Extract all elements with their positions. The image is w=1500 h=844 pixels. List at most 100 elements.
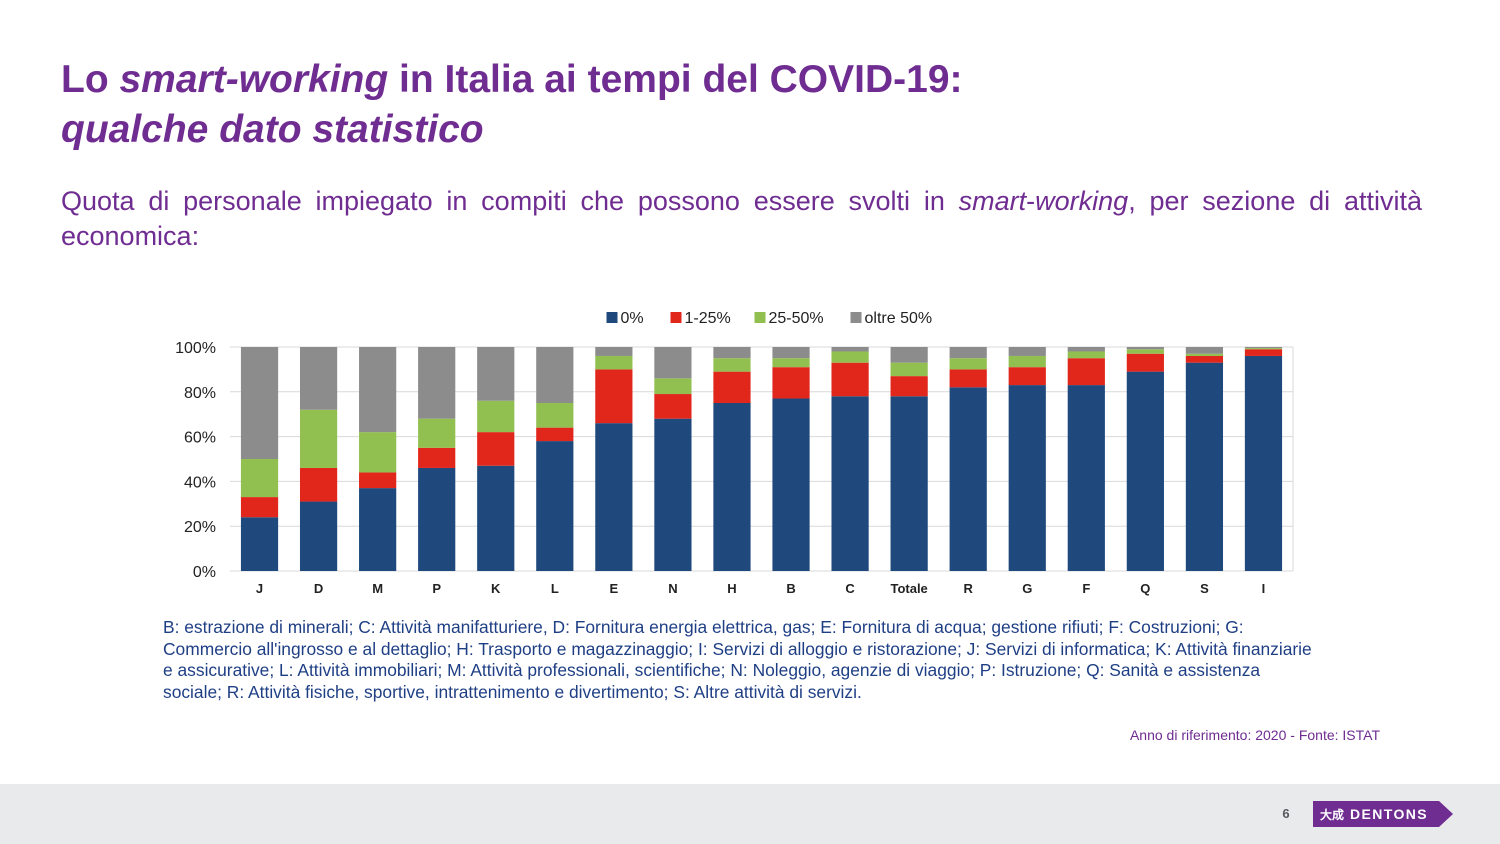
chart-grid bbox=[230, 346, 1294, 572]
bar-segment bbox=[359, 472, 397, 489]
bar-segment bbox=[772, 347, 810, 359]
bar-segment bbox=[536, 403, 574, 428]
bar-segment bbox=[477, 432, 515, 466]
bar-segment bbox=[477, 465, 515, 571]
subtitle-italic-1: smart bbox=[958, 186, 1027, 216]
bar-segment bbox=[1126, 371, 1164, 571]
x-tick-label: Totale bbox=[890, 581, 927, 596]
bar-segment bbox=[299, 501, 338, 571]
bar-segment bbox=[949, 347, 987, 359]
bar-segment bbox=[1244, 347, 1283, 349]
x-tick-label: L bbox=[551, 581, 559, 596]
bar-segment bbox=[1185, 355, 1224, 363]
bar-segment bbox=[831, 351, 869, 363]
bar-segment bbox=[1067, 347, 1105, 352]
x-tick-label: P bbox=[432, 581, 441, 596]
bar-segment bbox=[595, 355, 633, 370]
x-tick-label: C bbox=[845, 581, 855, 596]
legend-swatch bbox=[754, 312, 766, 323]
dentons-logo-icon bbox=[1313, 801, 1453, 827]
x-tick-label: Q bbox=[1140, 581, 1150, 596]
bar-segment bbox=[772, 398, 810, 571]
bar-segment bbox=[477, 347, 515, 401]
bar-segment bbox=[1008, 367, 1046, 386]
bar-stack-L bbox=[536, 347, 574, 571]
bar-stack-R bbox=[949, 347, 987, 571]
bar-segment bbox=[1067, 358, 1105, 386]
logo-mark: 大成 bbox=[1320, 808, 1345, 822]
bar-segment bbox=[1185, 362, 1224, 571]
title-line-2-text: qualche dato statistico bbox=[61, 108, 484, 151]
legend-label: oltre 50% bbox=[865, 310, 933, 327]
bar-segment bbox=[713, 358, 751, 372]
x-tick-label: D bbox=[314, 581, 323, 596]
bar-segment bbox=[654, 394, 692, 419]
bar-segment bbox=[299, 347, 338, 410]
title-italic: smart-working bbox=[119, 58, 389, 101]
bar-segment bbox=[949, 369, 987, 388]
slide-subtitle: Quota di personale impiegato in compiti … bbox=[61, 184, 1422, 254]
bar-segment bbox=[1008, 355, 1046, 368]
legend-swatch bbox=[670, 312, 682, 323]
bar-segment bbox=[359, 347, 397, 433]
title-suffix: in Italia ai tempi del COVID-19: bbox=[388, 58, 963, 101]
x-tick-label: B bbox=[786, 581, 795, 596]
bar-segment bbox=[1126, 347, 1164, 350]
bar-stack-J bbox=[240, 347, 279, 571]
bar-segment bbox=[1185, 353, 1224, 356]
legend-swatch bbox=[606, 312, 618, 323]
bar-stack-C bbox=[831, 347, 869, 571]
x-tick-label: I bbox=[1262, 581, 1266, 596]
bar-segment bbox=[890, 396, 928, 571]
bar-stack-E bbox=[595, 347, 633, 571]
x-tick-label: J bbox=[256, 581, 263, 596]
bar-stack-M bbox=[359, 347, 397, 571]
bar-stack-Totale bbox=[890, 347, 928, 571]
subtitle-prefix: Quota di personale impiegato in compiti … bbox=[61, 186, 959, 216]
bar-segment bbox=[240, 347, 279, 459]
chart-legend: 0% 1-25% 25-50% oltre 50% bbox=[606, 310, 933, 327]
footer-bar bbox=[0, 784, 1500, 844]
x-tick-label: E bbox=[610, 581, 619, 596]
bar-stack-I bbox=[1244, 347, 1283, 571]
x-tick-label: H bbox=[727, 581, 736, 596]
legend-item: oltre 50% bbox=[850, 310, 933, 327]
bar-stack-Q bbox=[1126, 347, 1164, 571]
bar-segment bbox=[1008, 347, 1046, 356]
bar-stack-G bbox=[1008, 347, 1046, 571]
bar-stack-P bbox=[418, 347, 456, 571]
page-number: 6 bbox=[1282, 806, 1290, 821]
y-tick-label: 100% bbox=[175, 340, 216, 357]
x-tick-label: G bbox=[1022, 581, 1032, 596]
bar-segment bbox=[890, 376, 928, 397]
bar-segment bbox=[595, 369, 633, 424]
bar-segment bbox=[359, 432, 397, 473]
bar-stack-F bbox=[1067, 347, 1105, 571]
legend-swatch bbox=[850, 312, 862, 323]
x-tick-label: M bbox=[372, 581, 383, 596]
legend-item: 25-50% bbox=[754, 310, 824, 327]
bar-segment bbox=[949, 358, 987, 370]
bar-segment bbox=[713, 371, 751, 403]
bar-segment bbox=[1126, 349, 1164, 354]
bar-segment bbox=[595, 347, 633, 356]
y-tick-label: 20% bbox=[184, 519, 216, 536]
bar-stack-B bbox=[772, 347, 810, 571]
bar-segment bbox=[240, 459, 279, 498]
bar-segment bbox=[418, 467, 456, 571]
bar-segment bbox=[1185, 347, 1224, 354]
logo-text: DENTONS bbox=[1350, 806, 1428, 822]
x-tick-label: S bbox=[1200, 581, 1209, 596]
bar-segment bbox=[1244, 348, 1283, 350]
legend-label: 1-25% bbox=[685, 310, 731, 327]
bar-segment bbox=[1067, 351, 1105, 359]
bar-segment bbox=[890, 362, 928, 377]
title-line-2: qualche dato statistico bbox=[61, 105, 1441, 155]
y-tick-label: 60% bbox=[184, 430, 216, 447]
bar-segment bbox=[536, 441, 574, 571]
bar-segment bbox=[418, 418, 456, 448]
x-tick-label: F bbox=[1082, 581, 1090, 596]
bar-stack-S bbox=[1185, 347, 1224, 571]
bar-segment bbox=[1067, 385, 1105, 571]
bar-segment bbox=[831, 362, 869, 397]
